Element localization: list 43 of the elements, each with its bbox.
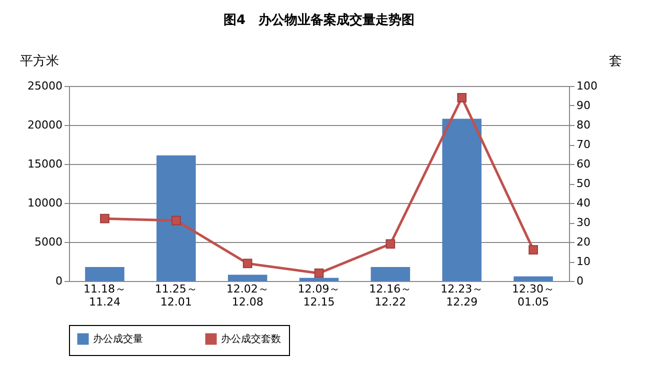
y2-tick-label: 20: [576, 236, 590, 248]
y2-tick-label: 30: [576, 216, 590, 229]
x-tick-label: 12.30～ 01.05: [512, 282, 555, 308]
y-tick-label: 20000: [28, 118, 62, 132]
point: [314, 268, 324, 278]
bar: [228, 274, 268, 281]
y2-tick-label: 40: [576, 196, 590, 210]
y-tick-label: 15000: [28, 158, 62, 170]
x-tick-label: 12.16～ 12.22: [369, 282, 412, 308]
y2-tick-label: 80: [576, 118, 590, 132]
y2-tick-label: 10: [576, 255, 590, 268]
y-tick-label: 5000: [34, 236, 62, 248]
x-tick-label: 12.23～ 12.29: [440, 282, 484, 308]
y2-axis-title: 套: [609, 54, 622, 69]
point: [242, 258, 252, 268]
y-axis-title: 平方米: [20, 53, 59, 69]
chart-title: 图4 办公物业备案成交量走势图: [223, 12, 415, 28]
y2-tick-label: 0: [576, 274, 584, 288]
bar: [299, 278, 339, 281]
y2-tick-label: 100: [576, 80, 598, 92]
bar: [156, 155, 196, 281]
y2-tick-label: 70: [576, 138, 590, 151]
point: [386, 239, 396, 249]
point: [528, 245, 538, 254]
bar: [85, 266, 124, 281]
x-tick-label: 12.02～ 12.08: [226, 282, 269, 308]
x-tick-label: 12.09～ 12.15: [298, 282, 340, 308]
legend-label: 办公成交套数: [221, 333, 281, 345]
bar: [514, 276, 553, 281]
x-tick-label: 11.18～ 11.24: [83, 282, 126, 308]
point: [171, 216, 181, 226]
bar: [370, 266, 410, 281]
y-tick-label: 10000: [28, 196, 62, 210]
legend-label: 办公成交量: [93, 333, 143, 345]
y2-tick-label: 50: [576, 177, 590, 190]
x-tick-label: 11.25～ 12.01: [154, 282, 198, 308]
point: [100, 214, 110, 224]
point: [457, 93, 467, 102]
y-tick-label: 0: [56, 274, 62, 288]
y-tick-label: 25000: [28, 80, 62, 92]
y2-tick-label: 90: [576, 99, 590, 112]
y2-tick-label: 60: [576, 158, 590, 170]
bar: [442, 118, 482, 281]
